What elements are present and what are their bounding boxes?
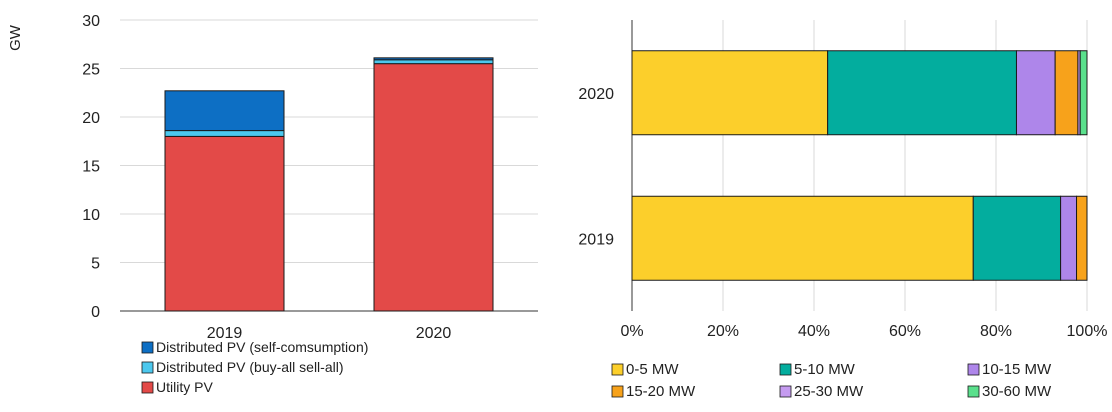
legend-label: 25-30 MW — [794, 383, 864, 400]
bar-segment-15-20-mw — [1054, 50, 1079, 136]
legend-swatch — [967, 385, 980, 398]
bar-segment-15-20-mw — [1076, 195, 1088, 281]
legend-swatch — [611, 363, 624, 376]
bar-segment-utility-pv — [164, 135, 285, 312]
bar-segment-0-5-mw — [631, 195, 974, 281]
x-tick-label: 40% — [798, 323, 830, 340]
legend-swatch — [611, 385, 624, 398]
x-tick-label: 2020 — [416, 325, 452, 342]
y-tick-label: 5 — [91, 256, 100, 273]
legend-label: 0-5 MW — [626, 361, 679, 378]
y-tick-label: 25 — [82, 62, 100, 79]
legend-label: 30-60 MW — [982, 383, 1052, 400]
bar-segment-5-10-mw — [827, 50, 1017, 136]
legend-label: 10-15 MW — [982, 361, 1052, 378]
x-tick-label: 60% — [889, 323, 921, 340]
legend-swatch — [967, 363, 980, 376]
y-tick-label: 10 — [82, 207, 100, 224]
legend-swatch — [141, 361, 154, 374]
size-share-horizontal-bar-chart: 0% 20% 40% 60% 80% 100% 2020 2019 0-5 MW 5-10 MW 1… — [578, 20, 1107, 400]
y-tick-label: 0 — [91, 304, 100, 321]
x-tick-label: 80% — [980, 323, 1012, 340]
y-tick-label: 30 — [82, 13, 100, 30]
bar-segment-distributed-pv-buy-all-sell-all — [373, 59, 494, 65]
bar-segment-0-5-mw — [631, 50, 829, 136]
y-axis-label: GW — [7, 24, 24, 51]
legend-swatch — [779, 363, 792, 376]
bar-segment-distributed-pv-buy-all-sell-all — [164, 130, 285, 137]
bar-segment-10-15-mw — [1060, 195, 1078, 281]
x-tick-label: 100% — [1067, 323, 1108, 340]
capacity-stacked-bar-chart: 0 5 10 15 20 25 30 GW 2019 2020 Distributed PV (se… — [7, 13, 538, 395]
legend-swatch — [141, 341, 154, 354]
bar-segment-30-60-mw — [1079, 50, 1088, 136]
legend-label: 15-20 MW — [626, 383, 696, 400]
bar-segment-10-15-mw — [1015, 50, 1056, 136]
y-tick-label: 2020 — [578, 86, 614, 103]
legend-swatch — [141, 381, 154, 394]
y-tick-label: 20 — [82, 110, 100, 127]
bar-segment-5-10-mw — [972, 195, 1062, 281]
legend-swatch — [779, 385, 792, 398]
x-tick-label: 2019 — [207, 325, 243, 342]
legend-label: Utility PV — [156, 379, 213, 395]
y-tick-label: 15 — [82, 159, 100, 176]
x-tick-label: 0% — [620, 323, 643, 340]
legend-label: Distributed PV (self-comsumption) — [156, 339, 368, 355]
legend-label: 5-10 MW — [794, 361, 856, 378]
legend-label: Distributed PV (buy-all sell-all) — [156, 359, 344, 375]
bar-segment-distributed-pv-self-comsumption — [373, 57, 494, 61]
y-tick-label: 2019 — [578, 231, 614, 248]
x-tick-label: 20% — [707, 323, 739, 340]
bar-segment-distributed-pv-self-comsumption — [164, 90, 285, 132]
bar-segment-utility-pv — [373, 63, 494, 312]
